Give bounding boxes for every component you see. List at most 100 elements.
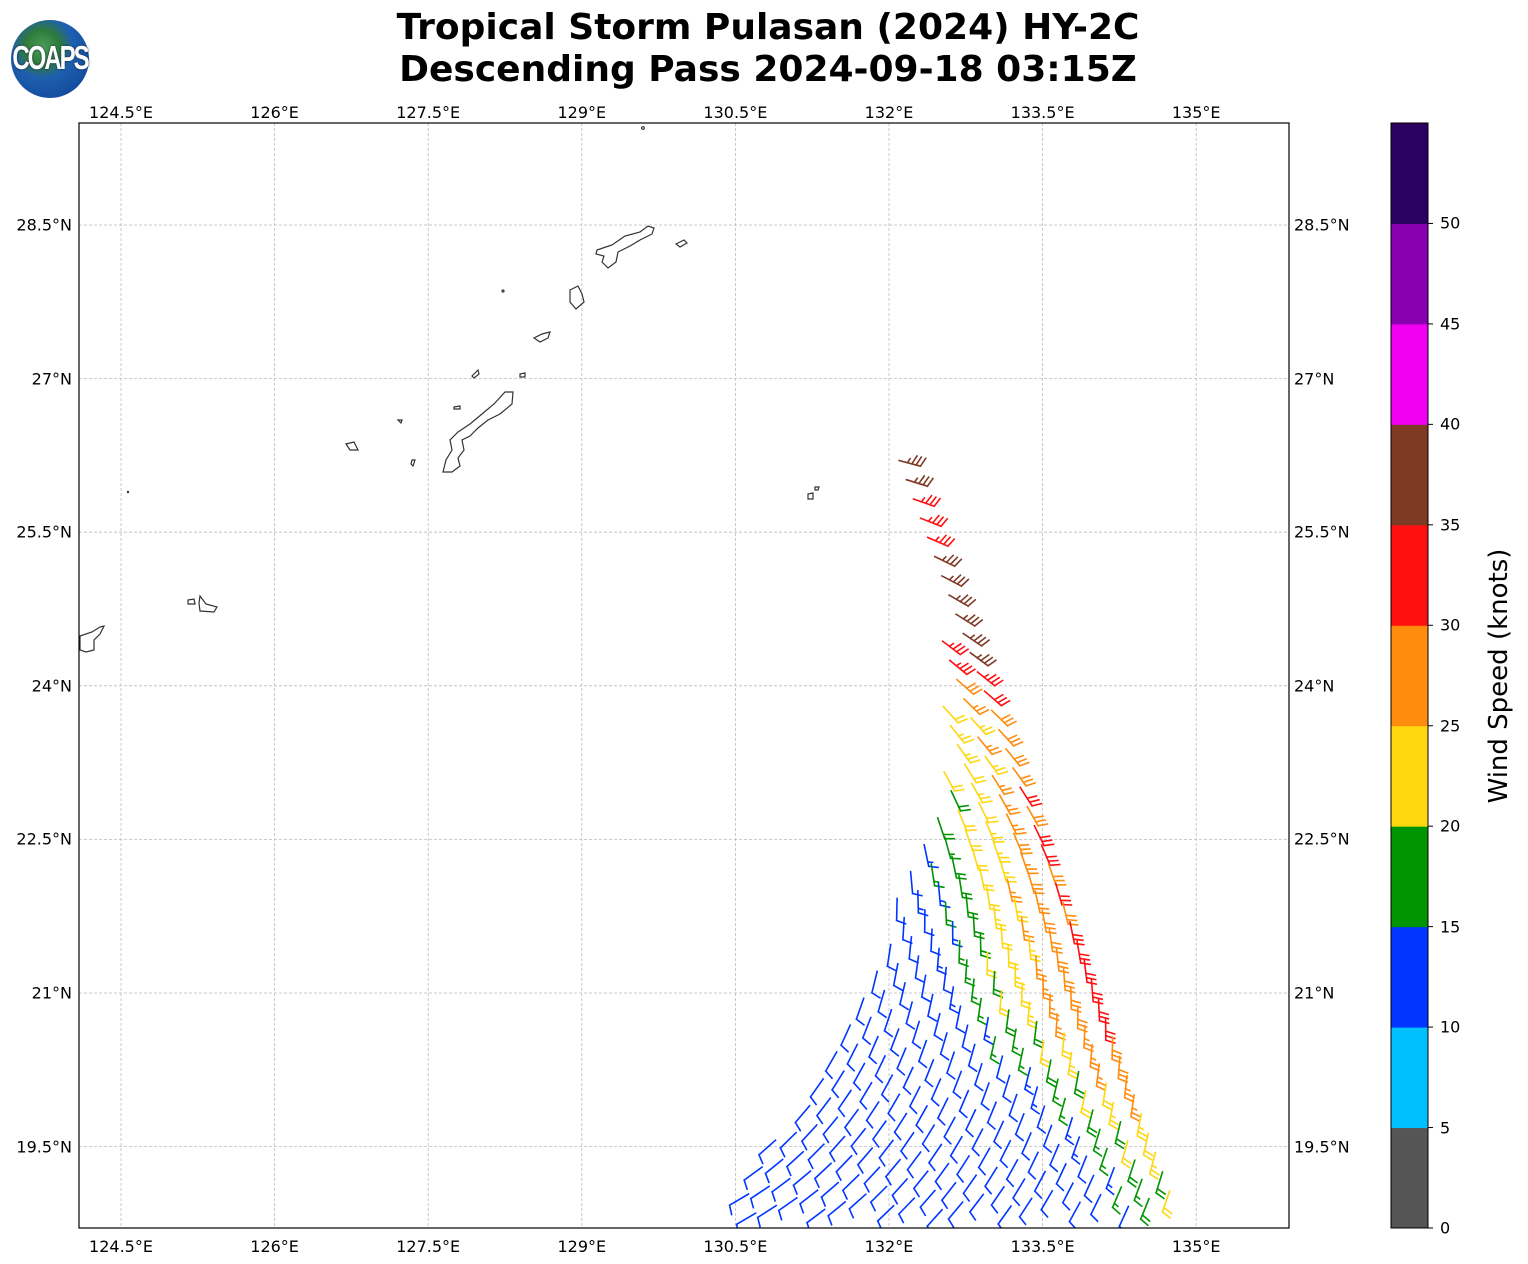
wind-barb bbox=[919, 514, 949, 528]
wind-barb bbox=[955, 1005, 966, 1034]
wind-barb bbox=[891, 1177, 909, 1205]
wind-barb bbox=[970, 782, 993, 804]
lat-tick-label: 27°N bbox=[31, 369, 72, 389]
wind-barb bbox=[995, 1055, 1006, 1084]
island-okinawa bbox=[442, 391, 514, 473]
wind-barb bbox=[989, 1036, 1000, 1065]
wind-barb bbox=[777, 1196, 798, 1221]
wind-barb bbox=[976, 670, 1004, 687]
wind-barb bbox=[915, 1104, 929, 1134]
wind-barb bbox=[749, 1185, 771, 1209]
lat-tick-label: 28.5°N bbox=[16, 215, 72, 235]
wind-barb bbox=[1064, 1116, 1075, 1146]
wind-barb bbox=[1026, 805, 1049, 827]
wind-barb bbox=[976, 997, 988, 1026]
wind-barb bbox=[1120, 1140, 1132, 1169]
wind-barb bbox=[1004, 1009, 1017, 1038]
wind-barb bbox=[1020, 1132, 1032, 1161]
lat-tick-label: 19.5°N bbox=[1294, 1137, 1350, 1157]
wind-barb bbox=[948, 659, 976, 676]
wind-barb bbox=[850, 1127, 867, 1156]
lat-tick-label: 27°N bbox=[1294, 369, 1335, 389]
wind-barb bbox=[957, 809, 977, 832]
wind-barb bbox=[943, 770, 965, 793]
wind-barb bbox=[822, 1116, 839, 1144]
wind-barb bbox=[824, 1050, 838, 1080]
lat-tick-label: 28.5°N bbox=[1294, 215, 1350, 235]
wind-barb bbox=[1114, 1120, 1126, 1150]
island-yoron bbox=[519, 372, 526, 378]
wind-barb bbox=[1035, 955, 1048, 982]
wind-barb bbox=[1077, 1155, 1088, 1184]
wind-barb bbox=[871, 1120, 887, 1149]
wind-barb bbox=[867, 1035, 879, 1065]
wind-barb bbox=[1005, 1158, 1019, 1188]
wind-barb bbox=[1045, 1059, 1057, 1088]
island-kerama bbox=[345, 441, 359, 451]
wind-barb bbox=[1012, 832, 1033, 855]
wind-barb bbox=[926, 1208, 944, 1228]
wind-barb bbox=[1090, 978, 1104, 1005]
island-small bbox=[501, 289, 505, 293]
island-iejima bbox=[453, 405, 461, 410]
wind-barb bbox=[813, 1162, 833, 1189]
wind-barb bbox=[1139, 1197, 1151, 1227]
wind-barb bbox=[968, 1193, 985, 1221]
wind-barb bbox=[1101, 1082, 1113, 1111]
wind-barb bbox=[1111, 1186, 1123, 1215]
wind-barb bbox=[1129, 1094, 1142, 1123]
wind-barb bbox=[956, 743, 981, 765]
island-iheya bbox=[471, 368, 480, 379]
wind-barb bbox=[870, 970, 882, 1000]
wind-barb bbox=[943, 1116, 956, 1145]
wind-barb bbox=[911, 1020, 922, 1050]
lat-tick-label: 19.5°N bbox=[16, 1137, 72, 1157]
wind-barb bbox=[977, 1147, 991, 1176]
wind-barb bbox=[861, 1016, 872, 1046]
wind-barb bbox=[1036, 1105, 1047, 1135]
wind-barb bbox=[892, 962, 904, 992]
wind-barb bbox=[955, 613, 984, 628]
wind-barb bbox=[926, 993, 938, 1022]
colorbar-tick-label: 10 bbox=[1440, 1017, 1461, 1037]
lon-tick-label: 130.5°E bbox=[703, 1237, 768, 1256]
wind-barb bbox=[855, 997, 866, 1027]
logo-text: COAPS bbox=[12, 39, 89, 78]
wind-barb bbox=[936, 947, 948, 976]
wind-barb bbox=[1023, 1066, 1035, 1096]
colorbar-bin bbox=[1391, 725, 1428, 827]
wind-barb bbox=[942, 966, 954, 995]
island-small bbox=[641, 126, 645, 130]
island-miyako bbox=[187, 594, 218, 613]
wind-barb bbox=[948, 594, 977, 608]
wind-barb bbox=[1083, 1174, 1095, 1204]
wind-barb bbox=[1014, 1112, 1025, 1142]
wind-barb bbox=[1013, 897, 1029, 923]
wind-barb bbox=[930, 1078, 942, 1107]
wind-barb bbox=[1069, 986, 1082, 1013]
wind-barb bbox=[1161, 1190, 1173, 1219]
wind-barb bbox=[908, 936, 919, 964]
wind-barb bbox=[964, 828, 983, 852]
wind-barb bbox=[1079, 1090, 1092, 1119]
wind-barb bbox=[1054, 882, 1073, 906]
wind-barb bbox=[830, 1070, 845, 1099]
wind-barb bbox=[1042, 974, 1054, 1002]
wind-barb bbox=[1048, 1143, 1060, 1173]
colorbar-tick-label: 20 bbox=[1440, 816, 1461, 836]
lat-tick-label: 22.5°N bbox=[16, 829, 72, 849]
wind-barb bbox=[896, 1047, 907, 1076]
wind-barb bbox=[1042, 1124, 1053, 1154]
wind-barb bbox=[1117, 1055, 1129, 1084]
wind-barb bbox=[1011, 1028, 1022, 1057]
wind-barb bbox=[961, 1024, 972, 1053]
island-tokunoshima bbox=[569, 285, 585, 310]
wind-barb bbox=[992, 1120, 1005, 1150]
wind-barb bbox=[1095, 1063, 1107, 1092]
wind-barb bbox=[1039, 1040, 1051, 1069]
wind-barb bbox=[919, 1189, 937, 1217]
wind-barb bbox=[743, 1165, 764, 1191]
wind-barb bbox=[1019, 851, 1039, 875]
colorbar-tick-label: 5 bbox=[1440, 1118, 1451, 1138]
wind-barb bbox=[1019, 786, 1043, 808]
